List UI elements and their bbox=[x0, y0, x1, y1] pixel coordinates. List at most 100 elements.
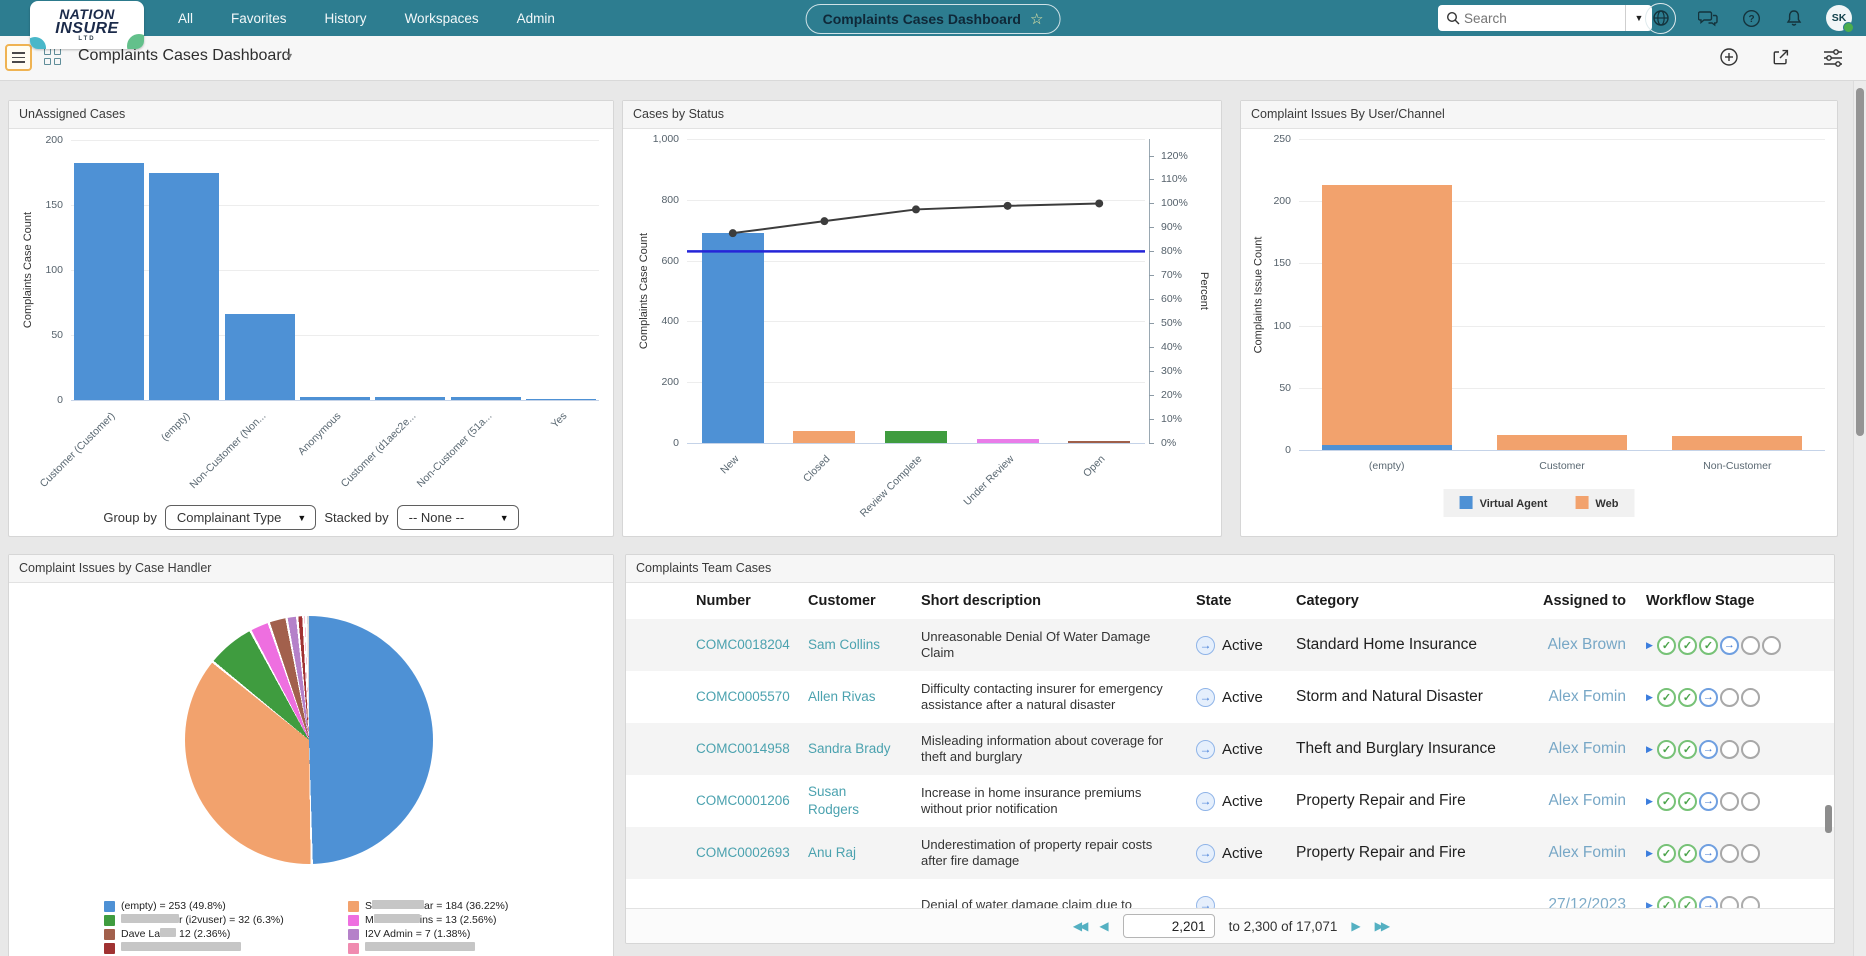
bar-1[interactable] bbox=[793, 430, 856, 443]
search-input[interactable] bbox=[1460, 10, 1625, 26]
y-tick-label: 100 bbox=[1273, 319, 1291, 332]
share-export-icon[interactable] bbox=[1770, 46, 1792, 68]
dashboard-title-caret-icon[interactable]: ▼ bbox=[285, 51, 294, 61]
next-page-button[interactable]: ▶ bbox=[1351, 919, 1361, 933]
bar-2[interactable] bbox=[224, 314, 295, 400]
column-header-assigned-to[interactable]: Assigned to bbox=[1543, 593, 1626, 609]
pie-legend-item[interactable]: Dave La 12 (2.36%) bbox=[104, 927, 328, 941]
group-by-select[interactable]: Complainant Type ▼ bbox=[164, 505, 317, 530]
page-start-input[interactable] bbox=[1122, 914, 1215, 938]
favorite-dashboard-pill[interactable]: Complaints Cases Dashboard ☆ bbox=[805, 4, 1061, 34]
pie-legend-item[interactable] bbox=[104, 941, 328, 955]
case-number-link[interactable]: COMC0005570 bbox=[696, 689, 790, 704]
customer-link[interactable]: Allen Rivas bbox=[808, 689, 876, 704]
favorite-star-icon[interactable]: ☆ bbox=[1029, 10, 1044, 28]
company-logo[interactable]: NATION INSURE LTD bbox=[30, 1, 144, 49]
stage-pending-icon bbox=[1740, 895, 1760, 911]
pie-chart-case-handler[interactable] bbox=[185, 616, 433, 864]
column-header-state[interactable]: State bbox=[1196, 593, 1232, 609]
case-number-link[interactable]: COMC0014958 bbox=[696, 741, 790, 756]
pie-legend-item[interactable] bbox=[348, 941, 572, 955]
bar-3[interactable] bbox=[300, 397, 370, 400]
chat-icon[interactable] bbox=[1697, 7, 1719, 29]
sidebar-menu-icon[interactable] bbox=[5, 44, 32, 71]
customer-link[interactable]: Sandra Brady bbox=[808, 741, 891, 756]
stage-pending-icon bbox=[1719, 791, 1739, 811]
table-row[interactable]: COMC0014958 Sandra Brady Misleading inform… bbox=[626, 723, 1834, 775]
redacted-text bbox=[365, 942, 475, 951]
dashboard-toolbar: Complaints Cases Dashboard ▼ bbox=[0, 36, 1866, 81]
bar-5[interactable] bbox=[450, 397, 521, 400]
workflow-play-icon[interactable]: ▶ bbox=[1646, 847, 1653, 858]
pie-legend-item[interactable]: r (i2vuser) = 32 (6.3%) bbox=[104, 913, 328, 927]
pie-legend-item[interactable]: I2V Admin = 7 (1.38%) bbox=[348, 927, 572, 941]
search-scope-dropdown[interactable]: ▼ bbox=[1625, 5, 1652, 31]
gridline bbox=[687, 260, 1145, 262]
column-header-category[interactable]: Category bbox=[1296, 593, 1359, 609]
column-header-workflow-stage[interactable]: Workflow Stage bbox=[1646, 593, 1755, 609]
stacked-bar-web[interactable] bbox=[1672, 436, 1803, 450]
bar-2[interactable] bbox=[885, 431, 947, 443]
column-header-customer[interactable]: Customer bbox=[808, 593, 876, 609]
user-avatar[interactable]: SK bbox=[1826, 5, 1854, 33]
nav-item-all[interactable]: All bbox=[178, 10, 194, 26]
previous-page-button[interactable]: ◀ bbox=[1099, 919, 1109, 933]
workflow-play-icon[interactable]: ▶ bbox=[1646, 691, 1653, 702]
add-widget-icon[interactable] bbox=[1718, 46, 1740, 68]
nav-item-workspaces[interactable]: Workspaces bbox=[404, 10, 479, 26]
stacked-bar-web[interactable] bbox=[1497, 435, 1627, 450]
customer-link[interactable]: Susan Rodgers bbox=[808, 784, 860, 817]
legend-swatch bbox=[348, 942, 359, 954]
page-scrollbar-thumb[interactable] bbox=[1856, 88, 1864, 436]
workflow-play-icon[interactable]: ▶ bbox=[1646, 743, 1653, 754]
case-number-link[interactable]: COMC0001206 bbox=[696, 793, 790, 808]
legend-pager-down-icon[interactable]: ▼ bbox=[143, 954, 155, 956]
table-scrollbar-thumb[interactable] bbox=[1825, 805, 1832, 833]
dashboard-grid-icon[interactable] bbox=[44, 48, 62, 66]
table-row[interactable]: COMC0002693 Anu Raj Underestimation of pro… bbox=[626, 827, 1834, 879]
workflow-play-icon[interactable]: ▶ bbox=[1646, 795, 1653, 806]
table-row[interactable]: COMC0005570 Allen Rivas Difficulty contact… bbox=[626, 671, 1834, 723]
filter-sliders-icon[interactable] bbox=[1822, 46, 1844, 68]
case-number-link[interactable]: COMC0002693 bbox=[696, 845, 790, 860]
column-header-number[interactable]: Number bbox=[696, 593, 751, 609]
assigned-to: Alex Fomin bbox=[1548, 688, 1626, 705]
stacked-bar-virtual-agent[interactable] bbox=[1321, 445, 1452, 450]
nav-item-admin[interactable]: Admin bbox=[516, 10, 555, 26]
table-row[interactable]: COMC0018204 Sam Collins Unreasonable Denia… bbox=[626, 619, 1834, 671]
stacked-by-select[interactable]: -- None -- ▼ bbox=[396, 505, 519, 530]
table-row[interactable]: Denial of water damage claim due to → 27/1… bbox=[626, 879, 1834, 911]
nav-item-favorites[interactable]: Favorites bbox=[231, 10, 287, 26]
help-icon[interactable]: ? bbox=[1740, 7, 1762, 29]
notifications-bell-icon[interactable] bbox=[1783, 7, 1805, 29]
pie-legend-item[interactable]: (empty) = 253 (49.8%) bbox=[104, 899, 328, 913]
page-scrollbar[interactable] bbox=[1853, 80, 1866, 956]
bar-1[interactable] bbox=[149, 172, 220, 400]
case-number-link[interactable]: COMC0018204 bbox=[696, 637, 790, 652]
legend-item[interactable]: Web bbox=[1575, 496, 1618, 510]
bar-4[interactable] bbox=[375, 397, 446, 400]
nav-item-history[interactable]: History bbox=[324, 10, 367, 26]
customer-link[interactable]: Anu Raj bbox=[808, 845, 857, 860]
bar-3[interactable] bbox=[976, 439, 1039, 443]
workflow-play-icon[interactable]: ▶ bbox=[1646, 899, 1653, 910]
logo-text: INSURE bbox=[55, 19, 119, 37]
dashboard-title[interactable]: Complaints Cases Dashboard bbox=[78, 47, 291, 64]
workflow-play-icon[interactable]: ▶ bbox=[1646, 639, 1653, 650]
bar-6[interactable] bbox=[526, 398, 597, 400]
legend-item[interactable]: Virtual Agent bbox=[1459, 496, 1547, 510]
table-row[interactable]: COMC0001206 Susan Rodgers Increase in home… bbox=[626, 775, 1834, 827]
first-page-button[interactable]: ◀◀ bbox=[1072, 919, 1089, 933]
bar-0[interactable] bbox=[73, 163, 144, 400]
gridline bbox=[71, 140, 599, 141]
column-header-short-description[interactable]: Short description bbox=[921, 593, 1042, 609]
last-page-button[interactable]: ▶▶ bbox=[1374, 919, 1391, 933]
customer-link[interactable]: Sam Collins bbox=[808, 637, 881, 652]
globe-icon[interactable] bbox=[1645, 2, 1676, 34]
stacked-bar-web[interactable] bbox=[1321, 185, 1452, 446]
percent-tick-label: 110% bbox=[1161, 173, 1188, 186]
bar-4[interactable] bbox=[1068, 440, 1131, 443]
bar-0[interactable] bbox=[701, 233, 764, 443]
